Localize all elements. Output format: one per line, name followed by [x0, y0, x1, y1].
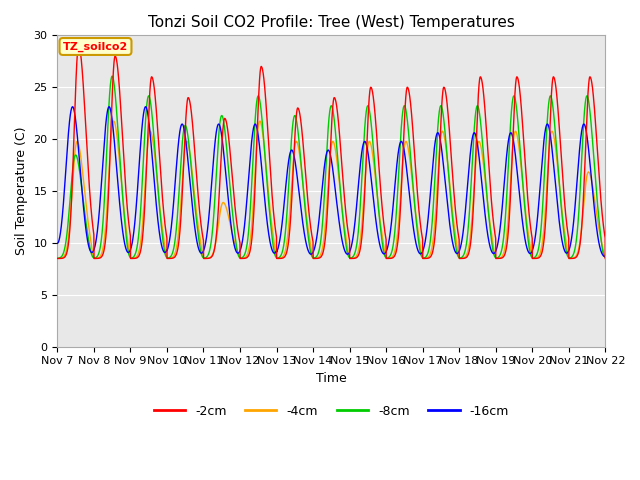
Title: Tonzi Soil CO2 Profile: Tree (West) Temperatures: Tonzi Soil CO2 Profile: Tree (West) Temp…	[148, 15, 515, 30]
Y-axis label: Soil Temperature (C): Soil Temperature (C)	[15, 127, 28, 255]
Legend: -2cm, -4cm, -8cm, -16cm: -2cm, -4cm, -8cm, -16cm	[148, 400, 514, 423]
X-axis label: Time: Time	[316, 372, 347, 385]
Text: TZ_soilco2: TZ_soilco2	[63, 41, 128, 52]
